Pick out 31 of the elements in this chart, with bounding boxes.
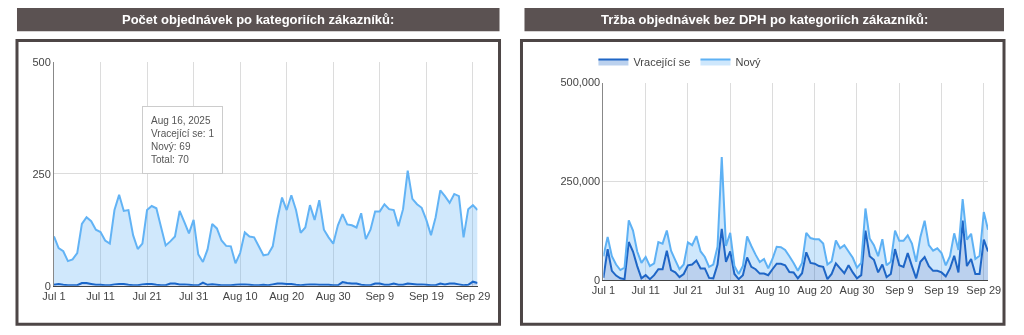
annotation: Aug 16, 2025 Vracející se: 1 Nový: 69 Total: 70 bbox=[151, 115, 215, 165]
x-tick-label: Sep 9 bbox=[884, 284, 914, 297]
x-tick-label: Jul 1 bbox=[42, 289, 66, 302]
x-tick-label: Jul 21 bbox=[673, 284, 703, 297]
x-tick-label: Aug 30 bbox=[839, 284, 875, 297]
x-tick-label: Jul 1 bbox=[591, 284, 616, 297]
y-tick-label: 0 bbox=[594, 273, 601, 286]
x-tick-label: Aug 10 bbox=[222, 289, 258, 302]
x-tick-label: Sep 19 bbox=[408, 289, 444, 302]
x-tick-label: Aug 20 bbox=[797, 284, 833, 297]
chart-title: Počet objednávek po kategoriích zákazníků: bbox=[122, 12, 395, 27]
x-tick-label: Jul 31 bbox=[178, 289, 209, 302]
legend-label: Vracející se bbox=[633, 55, 691, 68]
y-tick-label: 500,000 bbox=[560, 76, 601, 89]
x-tick-label: Sep 9 bbox=[365, 289, 395, 302]
y-tick-label: 250 bbox=[32, 167, 51, 180]
x-tick-label: Aug 20 bbox=[269, 289, 305, 302]
x-tick-label: Jul 31 bbox=[715, 284, 745, 297]
x-tick-label: Jul 11 bbox=[631, 284, 660, 297]
y-tick-label: 0 bbox=[44, 279, 51, 292]
y-tick-label: 250,000 bbox=[560, 175, 601, 188]
legend-label: Nový bbox=[735, 55, 762, 68]
x-tick-label: Jul 11 bbox=[86, 289, 115, 302]
x-tick-label: Sep 29 bbox=[455, 289, 491, 302]
x-tick-label: Sep 29 bbox=[966, 284, 1002, 297]
x-tick-label: Aug 10 bbox=[755, 284, 790, 297]
x-tick-label: Jul 21 bbox=[132, 289, 162, 302]
chart-title: Tržba objednávek bez DPH po kategoriích zákazníků: bbox=[601, 12, 929, 27]
x-tick-label: Aug 30 bbox=[315, 289, 351, 302]
x-tick-label: Sep 19 bbox=[924, 284, 959, 297]
y-tick-label: 500 bbox=[32, 55, 51, 68]
